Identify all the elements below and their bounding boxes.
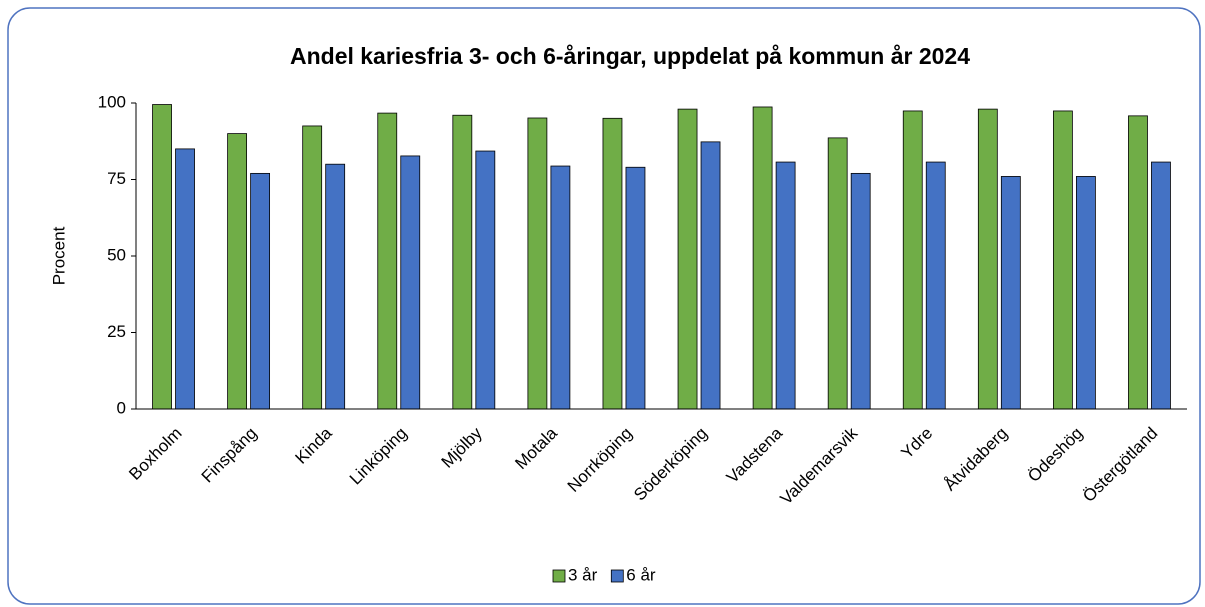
bar: [325, 163, 346, 410]
legend-label: 6 år: [626, 565, 656, 584]
bar: [775, 161, 796, 410]
bar: [1151, 161, 1171, 410]
bar: [700, 141, 721, 410]
chart-title: Andel kariesfria 3- och 6-åringar, uppde…: [290, 43, 970, 69]
bar: [1000, 176, 1021, 410]
y-tick-label: 25: [107, 322, 126, 341]
legend-label: 3 år: [568, 565, 598, 584]
bar: [250, 172, 271, 410]
legend-swatch: [552, 569, 566, 583]
bar: [752, 106, 773, 410]
y-tick-label: 50: [107, 245, 126, 264]
bar: [1052, 110, 1073, 410]
bar: [302, 125, 323, 410]
y-tick-label: 75: [107, 169, 126, 188]
bar: [550, 165, 571, 410]
bar: [850, 172, 871, 410]
bar: [902, 110, 923, 410]
y-axis-label: Procent: [49, 226, 68, 285]
bar: [677, 108, 698, 410]
bar: [175, 148, 195, 410]
bar: [925, 161, 946, 410]
bar: [152, 104, 172, 410]
bar: [475, 150, 496, 410]
bar: [977, 108, 998, 410]
bar: [377, 112, 398, 410]
bar: [227, 133, 248, 410]
y-tick-label: 0: [117, 398, 126, 417]
bar: [602, 117, 623, 410]
bar: [1128, 115, 1148, 410]
bar: [400, 155, 421, 410]
legend-swatch: [610, 569, 624, 583]
bar: [452, 114, 473, 410]
y-tick-label: 100: [98, 92, 126, 111]
bar: [625, 166, 646, 410]
bar: [1075, 176, 1096, 410]
bar: [827, 137, 848, 410]
bar: [527, 117, 548, 410]
